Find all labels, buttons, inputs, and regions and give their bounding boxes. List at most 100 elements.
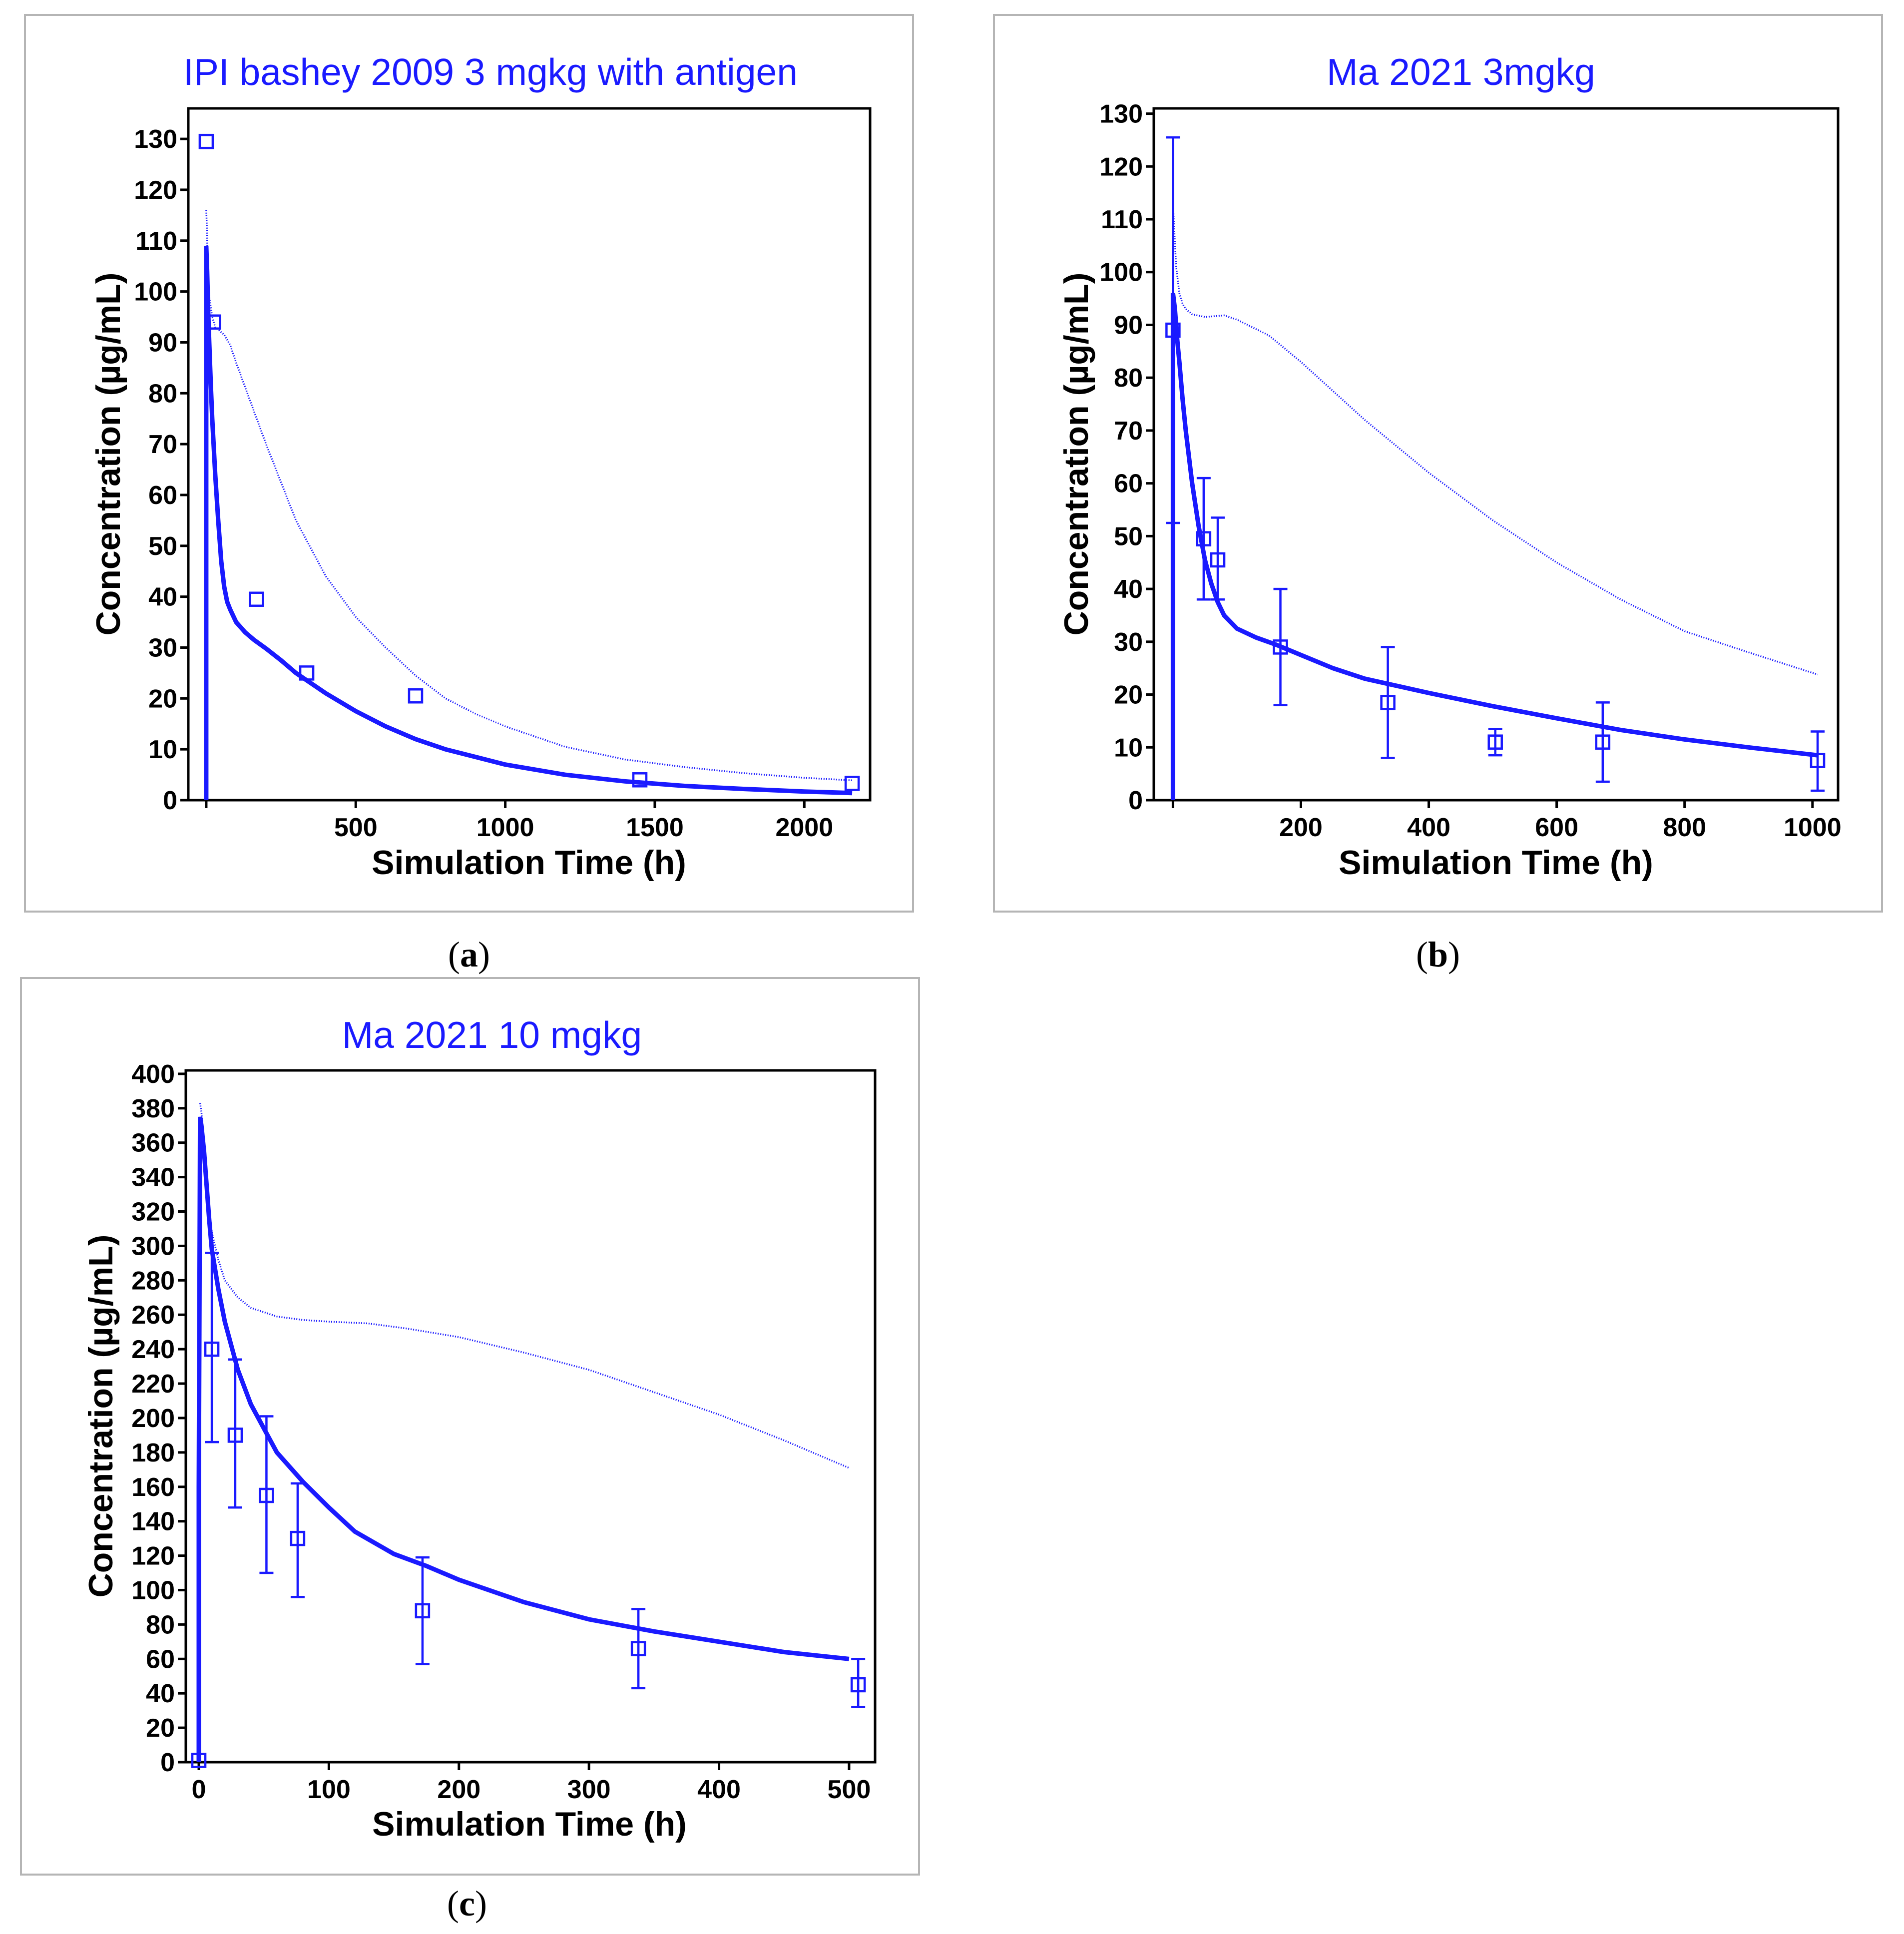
panel-a-observed-point (844, 776, 860, 791)
panel-b-observed-point (1380, 695, 1396, 710)
panel-c-y-tick-label: 400 (131, 1060, 175, 1089)
panel-c-observed-point (850, 1677, 866, 1693)
panel-b-observed-point (1165, 322, 1181, 338)
panel-a-observed-point (206, 314, 221, 330)
panel-c-y-axis-label: Concentration (µg/mL) (82, 1235, 120, 1598)
panel-c-y-tick-label: 20 (146, 1714, 175, 1743)
panel-a-y-tick-label: 130 (134, 125, 177, 154)
panel-a-observed-point (249, 591, 264, 607)
panel-c-y-tick-label: 320 (131, 1198, 175, 1227)
panel-b-y-tick-label: 110 (1101, 205, 1143, 234)
panel-a-x-tick-label: 1500 (626, 813, 684, 842)
panel-a-title: IPI bashey 2009 3 mgkg with antigen (183, 51, 798, 93)
panel-c-y-tick-label: 60 (146, 1645, 175, 1674)
panel-c-title: Ma 2021 10 mgkg (342, 1014, 642, 1056)
panel-a-y-tick-label: 50 (148, 532, 177, 561)
panel-a-caption: (a) (448, 935, 490, 974)
panel-c-x-tick-label: 300 (567, 1775, 611, 1804)
panel-c-y-tick-label: 260 (131, 1301, 175, 1330)
panel-c-y-tick-label: 120 (131, 1542, 175, 1571)
panel-b-y-tick-label: 80 (1114, 364, 1143, 393)
panel-b-caption-letter: b (1428, 935, 1448, 974)
panel-c-y-tick-label: 40 (146, 1679, 175, 1708)
panel-a-observed-point (299, 665, 315, 681)
panel-b-observed-point (1487, 734, 1503, 750)
panel-a-y-tick-label: 110 (135, 227, 177, 256)
panel-a-caption-letter: a (460, 935, 478, 974)
panel-a-x-axis-label: Simulation Time (h) (372, 844, 686, 882)
panel-a-y-tick-label: 70 (148, 430, 177, 459)
panel-a-x-tick-label: 1000 (476, 813, 534, 842)
panel-b-observed-point (1810, 753, 1826, 768)
panel-c-observed-point (204, 1341, 220, 1357)
panel-a: IPI bashey 2009 3 mgkg with antigen 0 10 2… (24, 14, 914, 974)
panel-c-x-tick-label: 400 (697, 1775, 741, 1804)
panel-a-plot: 0 10 20 30 40 50 60 70 80 90 100 110 120 130 500 1000 15… (134, 125, 860, 842)
panel-b: Ma 2021 3mgkg 0 10 20 30 40 50 60 70 80 90 100 110 1… (993, 14, 1883, 974)
panel-b-observed-point (1210, 552, 1226, 568)
panel-b-caption: (b) (1416, 935, 1460, 974)
panel-c-caption: (c) (447, 1884, 487, 1924)
panel-b-y-tick-label: 130 (1099, 100, 1143, 129)
panel-a-observed-point (198, 133, 214, 149)
panel-b-plot-area (1152, 107, 1840, 802)
panel-c-x-tick-label: 100 (307, 1775, 351, 1804)
panel-c-x-tick-label: 200 (437, 1775, 480, 1804)
panel-c-y-tick-label: 140 (131, 1507, 175, 1536)
panel-b-title: Ma 2021 3mgkg (1327, 51, 1595, 93)
panel-c-y-tick-label: 340 (131, 1163, 175, 1192)
panel-c-y-tick-label: 360 (131, 1129, 175, 1158)
panel-c-y-tick-label: 280 (131, 1266, 175, 1295)
panel-c-y-tick-label: 240 (131, 1335, 175, 1364)
panel-c-caption-letter: c (459, 1884, 475, 1924)
panel-b-y-axis-label: Concentration (µg/mL) (1057, 273, 1095, 636)
panel-b-x-tick-label: 400 (1407, 813, 1450, 842)
panel-c-y-tick-label: 0 (160, 1748, 175, 1777)
panel-b-x-tick-label: 200 (1279, 813, 1323, 842)
panel-a-y-tick-label: 90 (148, 328, 177, 357)
panel-a-y-tick-label: 0 (163, 786, 177, 815)
panel-c-dotted-line (199, 1103, 850, 1469)
panel-c-y-tick-label: 80 (146, 1610, 175, 1639)
panel-a-y-tick-label: 120 (134, 176, 177, 205)
panel-c-solid-line (196, 1116, 850, 1762)
panel-a-observed-point (632, 772, 648, 788)
panel-c-plot: 0 20 40 60 80 100 120 140 160 180 200 220 240 260 280 3… (131, 1060, 871, 1804)
panel-a-y-tick-label: 30 (148, 633, 177, 662)
panel-c-x-axis-label: Simulation Time (h) (372, 1805, 687, 1843)
panel-b-y-tick-label: 30 (1114, 628, 1143, 657)
panel-c-observed-point (227, 1428, 243, 1443)
panel-c-observed-point (259, 1487, 274, 1503)
panel-b-x-tick-label: 1000 (1784, 813, 1842, 842)
panel-b-x-tick-label: 800 (1663, 813, 1706, 842)
panel-c-y-tick-label: 300 (131, 1232, 175, 1261)
panel-c-observed-point (415, 1603, 431, 1619)
panel-a-y-tick-label: 10 (148, 735, 177, 764)
panel-a-x-tick-label: 500 (334, 813, 378, 842)
panel-b-y-tick-label: 60 (1114, 470, 1143, 498)
panel-b-x-tick-label: 600 (1535, 813, 1578, 842)
panel-c-x-tick-label: 500 (828, 1775, 871, 1804)
panel-b-y-tick-label: 0 (1128, 786, 1143, 815)
panel-a-x-tick-label: 2000 (775, 813, 833, 842)
panel-b-y-tick-label: 10 (1114, 733, 1143, 762)
panel-a-y-tick-label: 100 (134, 278, 177, 307)
panel-c-observed-point (290, 1530, 306, 1546)
panel-a-dotted-line (205, 210, 853, 782)
panel-b-solid-line (1170, 293, 1818, 800)
panel-b-observed-point (1273, 639, 1288, 655)
panel-b-y-tick-label: 120 (1099, 152, 1143, 181)
panel-c: Ma 2021 10 mgkg 0 20 40 60 80 100 120 140 160 180… (20, 977, 920, 1924)
panel-b-plot: 0 10 20 30 40 50 60 70 80 90 100 110 120 130 200 400 600… (1099, 100, 1841, 842)
panel-c-y-tick-label: 200 (131, 1404, 175, 1433)
panel-a-y-tick-label: 20 (148, 684, 177, 713)
panel-c-observed-point (630, 1641, 646, 1656)
panel-c-plot-area (184, 1069, 877, 1764)
panel-a-solid-line (204, 245, 853, 800)
panel-b-y-tick-label: 40 (1114, 575, 1143, 604)
panel-c-y-tick-label: 160 (131, 1473, 175, 1502)
panel-b-observed-point (1196, 531, 1212, 546)
panel-a-plot-area (187, 107, 872, 802)
panel-c-y-tick-label: 220 (131, 1370, 175, 1399)
